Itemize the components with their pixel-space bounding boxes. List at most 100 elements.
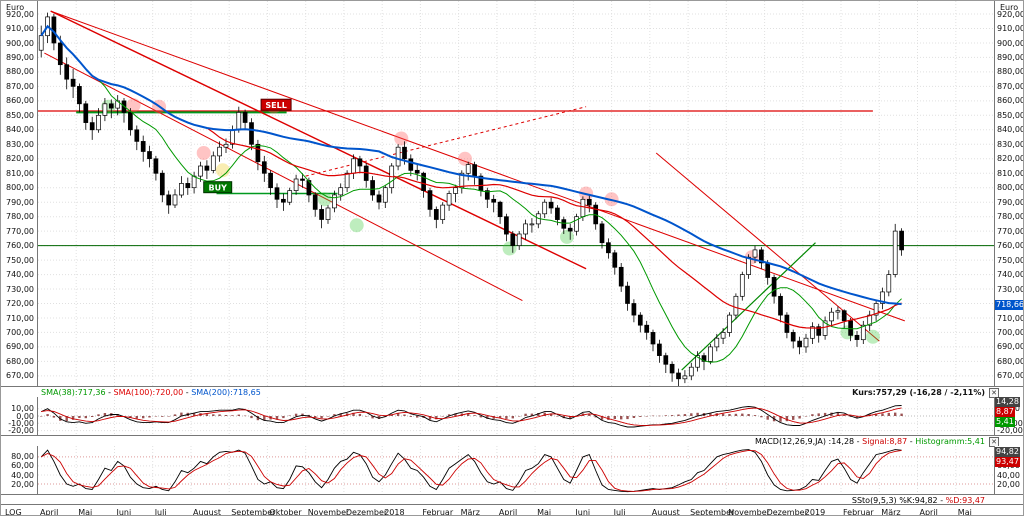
y-tick: 780,00 [6, 212, 34, 222]
y-tick: 830,00 [997, 139, 1024, 149]
x-axis-month-label: Februar [422, 508, 454, 516]
y-tick: 60,00 [11, 461, 34, 471]
signal-circle-marker [317, 192, 332, 207]
x-axis-row[interactable]: LOG April Mai Juni Juli August September Oktob… [1, 504, 1023, 516]
x-axis-month-label: September [690, 508, 735, 516]
y-tick: 740,00 [997, 270, 1024, 280]
main-legend-row: SMA(38):717,36 - SMA(100):720,00 - SMA(2… [1, 386, 1023, 398]
currency-label: Euro [1000, 3, 1019, 12]
y-tick: 870,00 [997, 81, 1024, 91]
y-tick: 690,00 [997, 342, 1024, 352]
trendline [44, 52, 523, 302]
y-tick: -10,00 [8, 418, 34, 428]
y-tick: 870,00 [6, 81, 34, 91]
signal-line [41, 407, 902, 426]
main-chart-panel: Euro 920,00 910,00 900,00 890,00 880,00 870,00… [1, 1, 1024, 386]
sell-marker: SELL [260, 98, 292, 111]
y-tick: 800,00 [997, 183, 1024, 193]
main-y-axis-left[interactable]: Euro 920,00 910,00 900,00 890,00 880,00 870,00… [1, 1, 38, 386]
y-tick: 20,00 [11, 479, 34, 489]
y-tick: -20,00 [8, 426, 34, 436]
macd-histogram [40, 412, 903, 422]
x-axis-month-label: August [193, 508, 221, 516]
main-y-axis-right[interactable]: Euro 920,00 910,00 900,00 890,00 880,00 870,00… [994, 1, 1024, 386]
signal-circle-marker [349, 218, 364, 233]
y-tick: 900,00 [997, 38, 1024, 48]
stochastic-legend-row: SSto(9,5,3) %K:94,82 - %D:93,47 [1, 494, 1023, 505]
y-tick: 770,00 [6, 226, 34, 236]
trendline [50, 10, 905, 322]
y-tick: 820,00 [6, 154, 34, 164]
y-tick: 860,00 [6, 96, 34, 106]
legend-separator: - [907, 437, 916, 446]
y-tick: 750,00 [6, 255, 34, 265]
y-tick: 690,00 [6, 342, 34, 352]
y-tick: 80,00 [11, 452, 34, 462]
y-tick: 20,00 [997, 479, 1020, 489]
svg-text:BUY: BUY [209, 184, 228, 193]
signal-circle-marker [865, 329, 880, 344]
y-tick: 40,00 [997, 470, 1020, 480]
y-tick: 700,00 [997, 327, 1024, 337]
macd-y-axis-left[interactable]: 10,00 0,00 -10,00 -20,00 [1, 397, 38, 435]
y-tick: 790,00 [997, 197, 1024, 207]
y-tick: 0,00 [16, 411, 34, 421]
macd-canvas[interactable] [38, 397, 994, 435]
legend-separator: - [105, 388, 114, 397]
y-tick: 680,00 [6, 356, 34, 366]
y-tick: 700,00 [6, 327, 34, 337]
signal-circle-marker [458, 151, 472, 166]
y-tick: 760,00 [997, 241, 1024, 251]
y-tick: 800,00 [6, 183, 34, 193]
y-tick: 850,00 [6, 110, 34, 120]
macd-plot[interactable] [38, 397, 994, 435]
legend-separator: - [937, 496, 946, 505]
last-price-readout: Kurs:757,29 (-16,28 / -2,11%) [852, 388, 985, 398]
y-tick: 670,00 [6, 371, 34, 381]
y-tick: 680,00 [997, 356, 1024, 366]
main-chart-plot[interactable]: BUY SELL [38, 1, 994, 386]
x-axis-month-label: November [307, 508, 350, 516]
value-badge: 5,41 [995, 417, 1015, 427]
buy-marker: BUY [203, 181, 233, 194]
kurs-label: Kurs:757,29 [852, 388, 907, 397]
sma100-legend: SMA(100):720,00 [113, 388, 184, 397]
y-tick: 860,00 [997, 96, 1024, 106]
stoch-k-legend: SSto(9,5,3) %K:94,82 [851, 496, 938, 505]
y-tick: 910,00 [6, 24, 34, 33]
value-badge: 8,87 [995, 407, 1015, 417]
y-tick: 920,00 [997, 9, 1024, 19]
x-axis-month-label: Juli [154, 508, 167, 516]
macd-legend: MACD(12,26,9,JA) :14,28 - Signal:8,87 - … [755, 437, 985, 447]
y-tick: 920,00 [6, 9, 34, 19]
y-tick: 670,00 [997, 371, 1024, 381]
x-axis-month-label: November [728, 508, 770, 516]
y-tick: 740,00 [6, 270, 34, 280]
y-tick: 710,00 [997, 313, 1024, 323]
main-chart-canvas[interactable]: BUY SELL [38, 1, 994, 386]
y-tick: 900,00 [6, 38, 34, 48]
x-axis-month-label: April [40, 508, 59, 516]
y-tick: 730,00 [997, 284, 1024, 294]
stochastic-plot[interactable] [38, 446, 994, 494]
signal-circle-marker [560, 229, 574, 244]
x-axis-month-label: Juni [116, 508, 132, 516]
sma38-line [40, 25, 902, 363]
x-axis-month-label: April [498, 508, 518, 516]
stochastic-canvas[interactable] [38, 446, 994, 494]
legend-separator: - [854, 437, 863, 446]
x-axis-month-label: 2019 [804, 508, 826, 516]
main-legend: SMA(38):717,36 - SMA(100):720,00 - SMA(2… [41, 388, 261, 398]
trendline [681, 242, 816, 371]
sma200-legend: SMA(200):718,65 [191, 388, 261, 397]
x-axis-month-label: August [651, 508, 680, 516]
trendline [50, 10, 587, 270]
stochastic-y-axis-left[interactable]: 80,00 60,00 40,00 20,00 [1, 446, 38, 494]
y-tick: 840,00 [6, 125, 34, 135]
stoch-d-line [40, 449, 902, 492]
y-tick: 890,00 [6, 52, 34, 62]
